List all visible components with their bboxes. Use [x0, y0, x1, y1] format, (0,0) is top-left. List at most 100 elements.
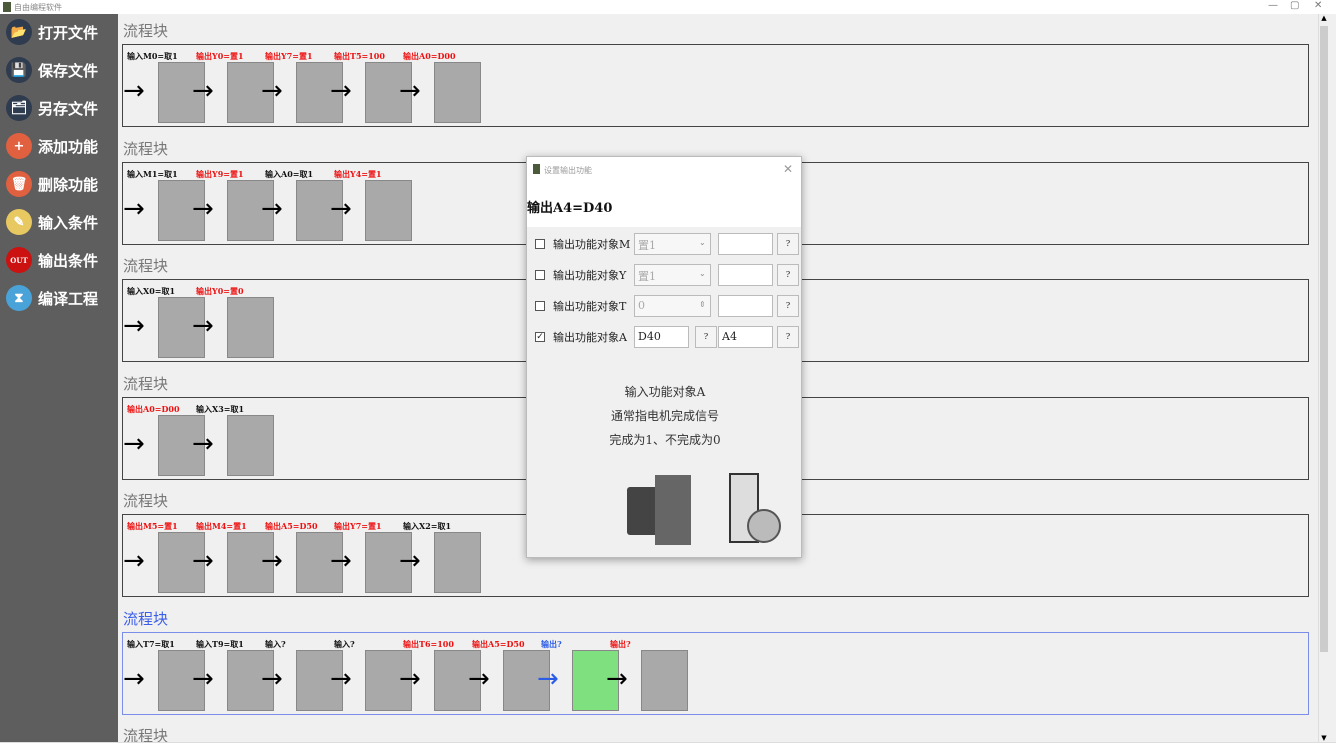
step-box[interactable]	[296, 179, 343, 241]
step-box[interactable]	[158, 297, 205, 358]
flow-step[interactable]: 输入X2=取1 →	[399, 515, 481, 598]
checkbox[interactable]: ✓	[535, 332, 545, 342]
step-box[interactable]	[227, 62, 274, 123]
flow-step[interactable]: 输出M4=置1 →	[192, 515, 274, 598]
target-input[interactable]: A4	[718, 326, 773, 348]
maximize-button[interactable]: ▢	[1290, 0, 1300, 11]
step-box[interactable]	[227, 649, 274, 711]
step-box[interactable]	[365, 532, 412, 593]
step-box[interactable]	[296, 532, 343, 593]
vertical-scrollbar[interactable]: ▲ ▼	[1318, 14, 1328, 742]
flow-block-title: 流程块	[123, 609, 169, 628]
step-box[interactable]	[158, 62, 205, 123]
spinner-arrows-icon[interactable]: ⇕	[699, 300, 706, 309]
step-box[interactable]	[227, 532, 274, 593]
help-button[interactable]: ?	[777, 233, 799, 255]
value-select[interactable]: 置1	[634, 233, 711, 255]
step-label: 输出Y9=置1	[196, 168, 244, 179]
step-box[interactable]	[296, 649, 343, 711]
sidebar-item-save[interactable]: 💾 保存文件	[6, 55, 98, 85]
flow-step[interactable]: 输出Y9=置1 →	[192, 163, 274, 246]
row-label: 输出功能对象A	[553, 331, 627, 344]
help-button[interactable]: ?	[777, 264, 799, 286]
step-box[interactable]	[158, 414, 205, 476]
status-bar	[0, 742, 1336, 755]
sidebar-item-hourglass[interactable]: ⧗ 编译工程	[6, 283, 98, 313]
step-box[interactable]	[434, 62, 481, 123]
help-button[interactable]: ?	[695, 326, 717, 348]
target-input[interactable]	[718, 295, 773, 317]
flow-block[interactable]: 输入M0=取1 → 输出Y0=置1 → 输出Y7=置1 → 输出T5=100 → 输出A0=D0…	[122, 44, 1309, 127]
minimize-button[interactable]: —	[1268, 0, 1278, 11]
step-box[interactable]	[365, 62, 412, 123]
checkbox[interactable]	[535, 270, 545, 280]
flow-step[interactable]: 输入? →	[261, 633, 343, 716]
step-label: 输出A0=D00	[403, 51, 456, 61]
arrow-right-icon: →	[261, 193, 283, 224]
flow-step[interactable]: 输出A0=D00 →	[399, 45, 481, 128]
step-box[interactable]	[227, 179, 274, 241]
sidebar-item-output-pen[interactable]: OUT 输出条件	[6, 245, 98, 275]
step-box[interactable]	[572, 649, 619, 711]
flow-step[interactable]: 输入X0=取1 →	[123, 280, 205, 363]
sidebar-item-input-pen[interactable]: ✎ 输入条件	[6, 207, 98, 237]
sidebar-item-open-folder[interactable]: 📂 打开文件	[6, 17, 98, 47]
flow-block[interactable]: 输入T7=取1 → 输入T9=取1 → 输入? → 输入? → 输出T6=100 → 输出A5=D5…	[122, 631, 1309, 716]
flow-step[interactable]: 输入M1=取1 →	[123, 163, 205, 246]
flow-step[interactable]: 输出M5=置1 →	[123, 515, 205, 598]
checkbox[interactable]	[535, 301, 545, 311]
step-box[interactable]	[158, 179, 205, 241]
dropdown-arrow-icon[interactable]: ⌄	[699, 238, 706, 247]
flow-step[interactable]: 输入M0=取1 →	[123, 45, 205, 128]
arrow-right-icon: →	[192, 76, 214, 106]
sidebar-item-save-as[interactable]: 🗂 另存文件	[6, 93, 98, 123]
target-input[interactable]	[718, 264, 773, 286]
step-label: 输入T7=取1	[127, 638, 175, 649]
flow-step[interactable]: 输入A0=取1 →	[261, 163, 343, 246]
step-box[interactable]	[296, 62, 343, 123]
step-box[interactable]	[503, 649, 550, 711]
flow-step[interactable]: 输出Y0=置0 →	[192, 280, 274, 363]
help-button[interactable]: ?	[777, 326, 799, 348]
target-input[interactable]	[718, 233, 773, 255]
flow-step[interactable]: 输出Y4=置1 →	[330, 163, 412, 246]
flow-step[interactable]: 输入X3=取1 →	[192, 398, 274, 481]
scrollbar-thumb[interactable]	[1320, 26, 1328, 652]
flow-step[interactable]: 输出? →	[606, 633, 688, 716]
flow-step[interactable]: 输入T9=取1 →	[192, 633, 274, 716]
value-spin[interactable]: 0	[634, 295, 711, 317]
checkbox[interactable]	[535, 239, 545, 249]
sidebar-item-label: 添加功能	[38, 137, 99, 156]
flow-step[interactable]: 输出T6=100 →	[399, 633, 481, 716]
flow-step[interactable]: 输出Y7=置1 →	[261, 45, 343, 128]
value-input[interactable]: D40	[634, 326, 689, 348]
flow-step[interactable]: 输出Y0=置1 →	[192, 45, 274, 128]
dialog-close-button[interactable]: ✕	[782, 162, 793, 176]
flow-step[interactable]: 输出T5=100 →	[330, 45, 412, 128]
close-button[interactable]: ✕	[1314, 0, 1323, 11]
step-box[interactable]	[434, 649, 481, 711]
step-box[interactable]	[158, 532, 205, 593]
scroll-up-icon[interactable]: ▲	[1321, 14, 1327, 22]
value-select[interactable]: 置1	[634, 264, 711, 286]
step-box[interactable]	[365, 179, 412, 241]
sidebar-item-label: 输出条件	[38, 251, 99, 270]
flow-step[interactable]: 输出? →	[537, 633, 619, 716]
step-box[interactable]	[158, 649, 205, 711]
step-box[interactable]	[227, 297, 274, 358]
flow-step[interactable]: 输出A5=D50 →	[261, 515, 343, 598]
flow-step[interactable]: 输出A0=D00 →	[123, 398, 205, 481]
scroll-down-icon[interactable]: ▼	[1321, 734, 1327, 742]
sidebar-item-delete[interactable]: 🗑 删除功能	[6, 169, 98, 199]
flow-step[interactable]: 输入? →	[330, 633, 412, 716]
sidebar-item-add[interactable]: + 添加功能	[6, 131, 98, 161]
dropdown-arrow-icon[interactable]: ⌄	[699, 269, 706, 278]
flow-step[interactable]: 输出Y7=置1 →	[330, 515, 412, 598]
flow-step[interactable]: 输入T7=取1 →	[123, 633, 205, 716]
step-box[interactable]	[434, 532, 481, 593]
flow-step[interactable]: 输出A5=D50 →	[468, 633, 550, 716]
step-box[interactable]	[227, 414, 274, 476]
help-button[interactable]: ?	[777, 295, 799, 317]
step-box[interactable]	[365, 649, 412, 711]
step-box[interactable]	[641, 649, 688, 711]
